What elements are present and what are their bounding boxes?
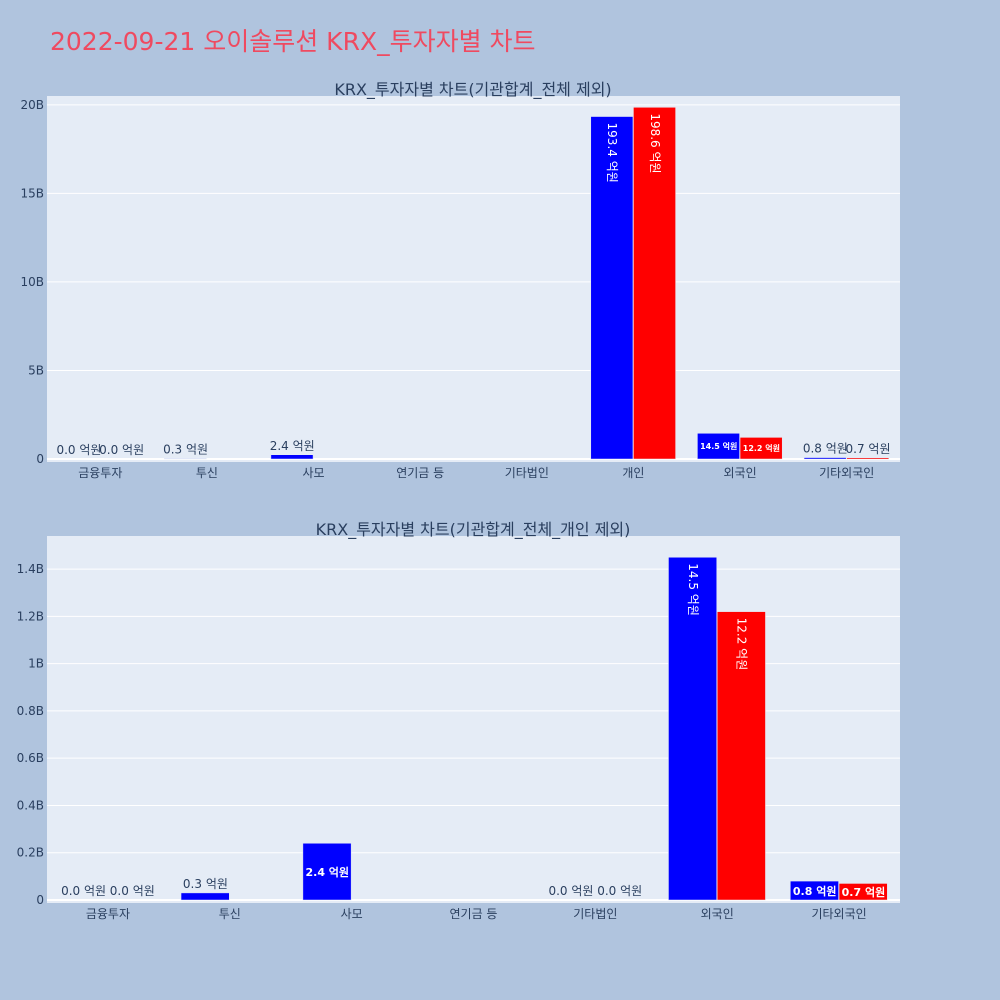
x-tick-label: 연기금 등 — [450, 907, 498, 921]
y-tick-label: 5B — [28, 363, 44, 377]
chart-title: KRX_투자자별 차트(기관합계_전체_개인 제외) — [316, 520, 631, 540]
x-tick-label: 개인 — [622, 466, 644, 480]
x-tick-label: 사모 — [341, 907, 363, 921]
chart-title: KRX_투자자별 차트(기관합계_전체 제외) — [334, 80, 611, 100]
bar — [633, 107, 676, 460]
x-tick-label: 외국인 — [701, 907, 734, 921]
y-tick-label: 1.2B — [17, 609, 44, 623]
bar — [164, 458, 207, 460]
x-tick-label: 투신 — [196, 466, 218, 480]
y-tick-label: 0.6B — [17, 751, 44, 765]
chart-panel-2: 0 0.2B 0.4B 0.6B 0.8B 1B 1.2B 1.4B KRX_투자자별 차트(기… — [17, 520, 900, 921]
plot-area — [47, 536, 900, 903]
chart-panel-1: 0 5B 10B 15B 20B KRX_투자자별 차트(기관합계_전체 제외) 금융투자 투… — [20, 80, 900, 480]
y-tick-label: 0 — [36, 452, 44, 466]
page-title: 2022-09-21 오이솔루션 KRX_투자자별 차트 — [50, 27, 536, 56]
data-label: 0.0 억원 — [597, 884, 642, 898]
x-tick-label: 금융투자 — [78, 466, 122, 480]
data-label: 0.3 억원 — [163, 442, 208, 456]
x-tick-label: 기타법인 — [505, 466, 549, 480]
x-tick-label: 기타외국인 — [811, 907, 866, 921]
data-label: 12.2 억원 — [743, 443, 780, 453]
data-label: 0.0 억원 — [110, 884, 155, 898]
data-label: 0.7 억원 — [842, 885, 886, 899]
bar — [716, 611, 766, 901]
bar — [590, 116, 634, 460]
y-tick-label: 0.2B — [17, 846, 44, 860]
bar — [838, 883, 888, 901]
x-tick-label: 사모 — [303, 466, 325, 480]
data-label: 0.8 억원 — [793, 884, 837, 898]
data-label: 2.4 억원 — [270, 439, 315, 453]
x-tick-label: 금융투자 — [86, 907, 130, 921]
data-label: 0.8 억원 — [803, 442, 848, 456]
bar — [302, 843, 352, 901]
y-tick-label: 10B — [20, 275, 44, 289]
bar — [697, 433, 740, 460]
data-label: 198.6 억원 — [648, 113, 662, 173]
x-tick-label: 연기금 등 — [396, 466, 444, 480]
data-label: 193.4 억원 — [605, 123, 619, 183]
data-label: 0.7 억원 — [846, 442, 891, 456]
y-tick-label: 1.4B — [17, 562, 44, 576]
data-label: 14.5 억원 — [686, 563, 700, 616]
x-tick-label: 기타외국인 — [819, 466, 874, 480]
bar — [846, 457, 890, 460]
data-label: 0.0 억원 — [99, 443, 144, 457]
x-tick-label: 투신 — [219, 907, 241, 921]
data-label: 0.0 억원 — [548, 884, 593, 898]
y-tick-label: 15B — [20, 186, 44, 200]
bar — [739, 437, 783, 460]
y-tick-label: 20B — [20, 98, 44, 112]
y-tick-label: 0.8B — [17, 704, 44, 718]
x-tick-label: 외국인 — [724, 466, 757, 480]
bar — [270, 454, 314, 460]
data-label: 0.3 억원 — [183, 877, 228, 891]
y-tick-label: 1B — [28, 657, 44, 671]
data-label: 0.0 억원 — [56, 443, 101, 457]
y-tick-label: 0 — [36, 893, 44, 907]
plot-area — [47, 96, 900, 462]
x-tick-label: 기타법인 — [573, 907, 617, 921]
bar — [668, 557, 717, 901]
data-label: 14.5 억원 — [700, 441, 737, 451]
data-label: 12.2 억원 — [735, 618, 749, 671]
y-tick-label: 0.4B — [17, 798, 44, 812]
bar — [180, 892, 230, 901]
bar — [790, 880, 839, 901]
data-label: 2.4 억원 — [305, 865, 349, 879]
data-label: 0.0 억원 — [61, 884, 106, 898]
bar — [803, 457, 847, 460]
